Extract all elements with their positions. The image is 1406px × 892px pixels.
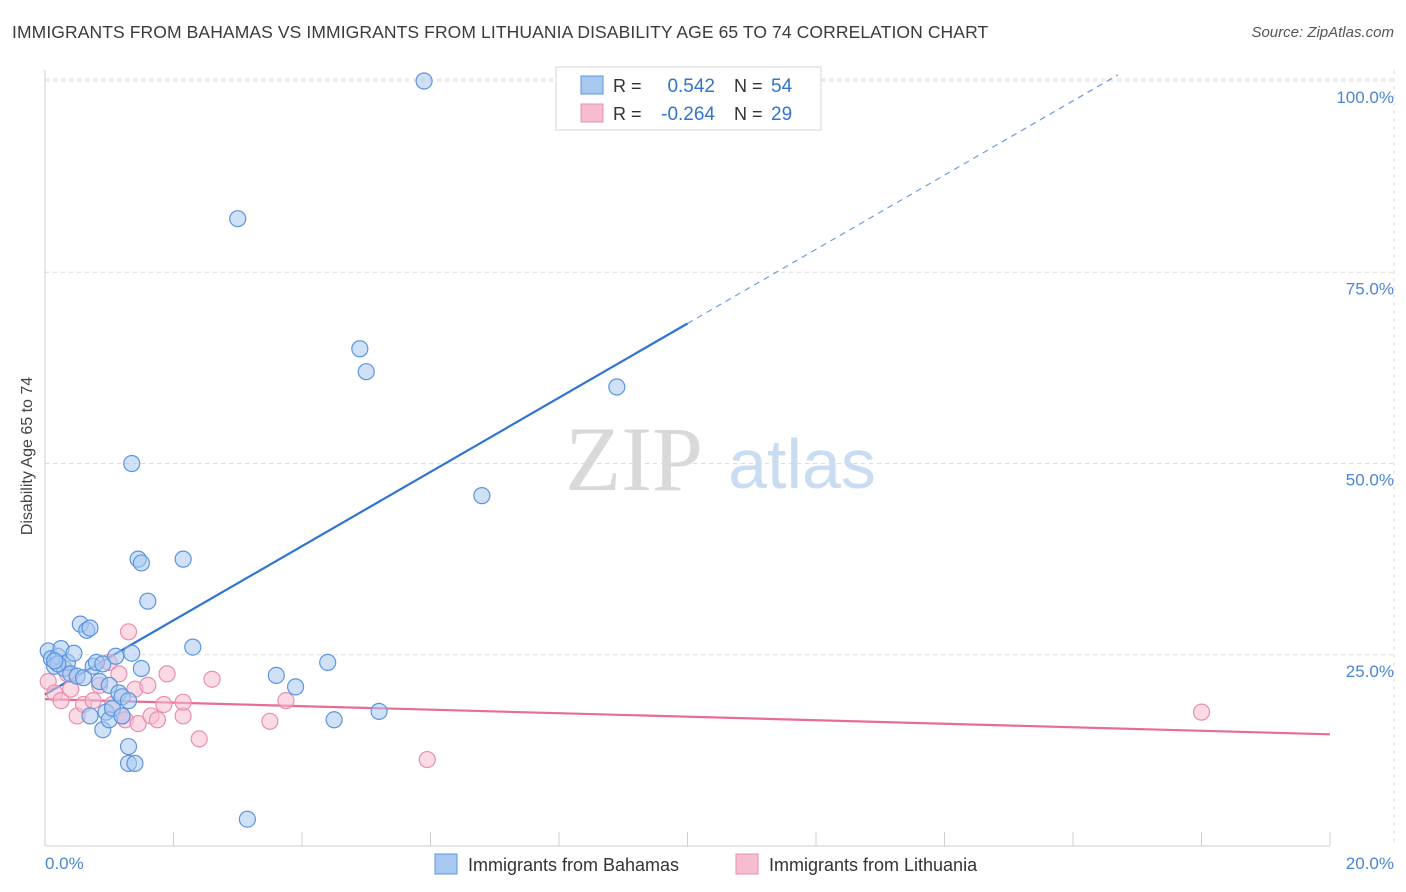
stats-n-label-bahamas: N = (734, 76, 763, 96)
point-bahamas (46, 652, 64, 670)
stats-r-value-lithuania: -0.264 (661, 104, 715, 125)
legend-swatch-lithuania (735, 853, 759, 875)
stats-n-value-lithuania: 29 (771, 104, 792, 125)
trendlines (44, 74, 1331, 736)
point-lithuania (52, 692, 70, 710)
point-bahamas (94, 655, 112, 673)
trendline-bahamas (44, 322, 689, 696)
axes: 25.0% 50.0% 75.0% 100.0% (44, 70, 1394, 847)
point-lithuania (110, 665, 128, 683)
legend-label-bahamas: Immigrants from Bahamas (468, 855, 679, 875)
point-bahamas (139, 592, 157, 610)
point-lithuania (1192, 703, 1211, 721)
point-lithuania (277, 692, 295, 710)
point-lithuania (190, 730, 208, 748)
trendline-lithuania (44, 698, 1331, 736)
point-bahamas (229, 210, 247, 228)
point-lithuania (129, 714, 147, 733)
point-lithuania (119, 623, 138, 641)
stats-n-label-lithuania: N = (734, 104, 763, 124)
point-bahamas (370, 702, 388, 720)
point-lithuania (155, 695, 173, 714)
watermark-zip: ZIP (565, 408, 703, 510)
point-bahamas (286, 678, 305, 696)
stats-swatch-lithuania (580, 103, 604, 123)
legend-label-lithuania: Immigrants from Lithuania (769, 855, 978, 875)
stats-legend: R = 0.542 N = 54 R = -0.264 N = 29 (555, 66, 822, 131)
point-bahamas (132, 659, 150, 678)
x-tick-label-max: 20.0% (1346, 854, 1394, 873)
point-lithuania (84, 692, 102, 710)
stats-swatch-bahamas (580, 75, 604, 95)
point-bahamas (238, 810, 256, 828)
point-bahamas (126, 754, 144, 772)
point-bahamas (81, 619, 99, 637)
point-lithuania (174, 693, 192, 711)
y-tick-label: 25.0% (1346, 662, 1394, 681)
point-lithuania (418, 750, 436, 769)
stats-n-value-bahamas: 54 (771, 76, 793, 97)
point-lithuania (158, 665, 176, 683)
point-bahamas (174, 550, 192, 568)
point-bahamas (74, 669, 93, 687)
y-tick-label: 50.0% (1346, 471, 1394, 490)
point-bahamas (351, 340, 369, 358)
source-label: Source: ZipAtlas.com (1251, 24, 1394, 41)
legend-swatch-bahamas (434, 853, 458, 875)
chart-title: IMMIGRANTS FROM BAHAMAS VS IMMIGRANTS FR… (12, 22, 989, 42)
y-tick-label: 100.0% (1336, 88, 1394, 107)
point-bahamas (113, 707, 131, 725)
point-bahamas (319, 653, 337, 672)
point-bahamas (325, 711, 343, 729)
stats-r-value-bahamas: 0.542 (667, 76, 715, 97)
point-bahamas (415, 72, 433, 90)
point-bahamas (184, 638, 202, 656)
bottom-legend: Immigrants from Bahamas Immigrants from … (434, 853, 978, 875)
point-bahamas (81, 707, 99, 725)
point-bahamas (65, 644, 83, 662)
x-tick-label-min: 0.0% (45, 854, 84, 873)
stats-r-label-bahamas: R = (613, 76, 642, 96)
point-bahamas (608, 378, 626, 396)
point-bahamas (119, 692, 138, 710)
point-lithuania (139, 676, 157, 694)
y-tick-label: 75.0% (1346, 279, 1394, 298)
point-bahamas (267, 666, 285, 685)
y-axis-label: Disability Age 65 to 74 (19, 377, 36, 535)
point-bahamas (132, 554, 150, 572)
point-bahamas (357, 363, 375, 381)
point-bahamas (473, 487, 491, 505)
stats-r-label-lithuania: R = (613, 104, 642, 124)
point-bahamas (107, 647, 125, 665)
point-lithuania (203, 670, 221, 688)
trendline-bahamas-extension (687, 74, 1119, 325)
point-bahamas (123, 454, 141, 473)
point-bahamas (119, 737, 138, 756)
point-lithuania (261, 712, 279, 730)
point-bahamas (123, 644, 141, 662)
point-lithuania (148, 711, 167, 729)
points (39, 72, 1211, 828)
